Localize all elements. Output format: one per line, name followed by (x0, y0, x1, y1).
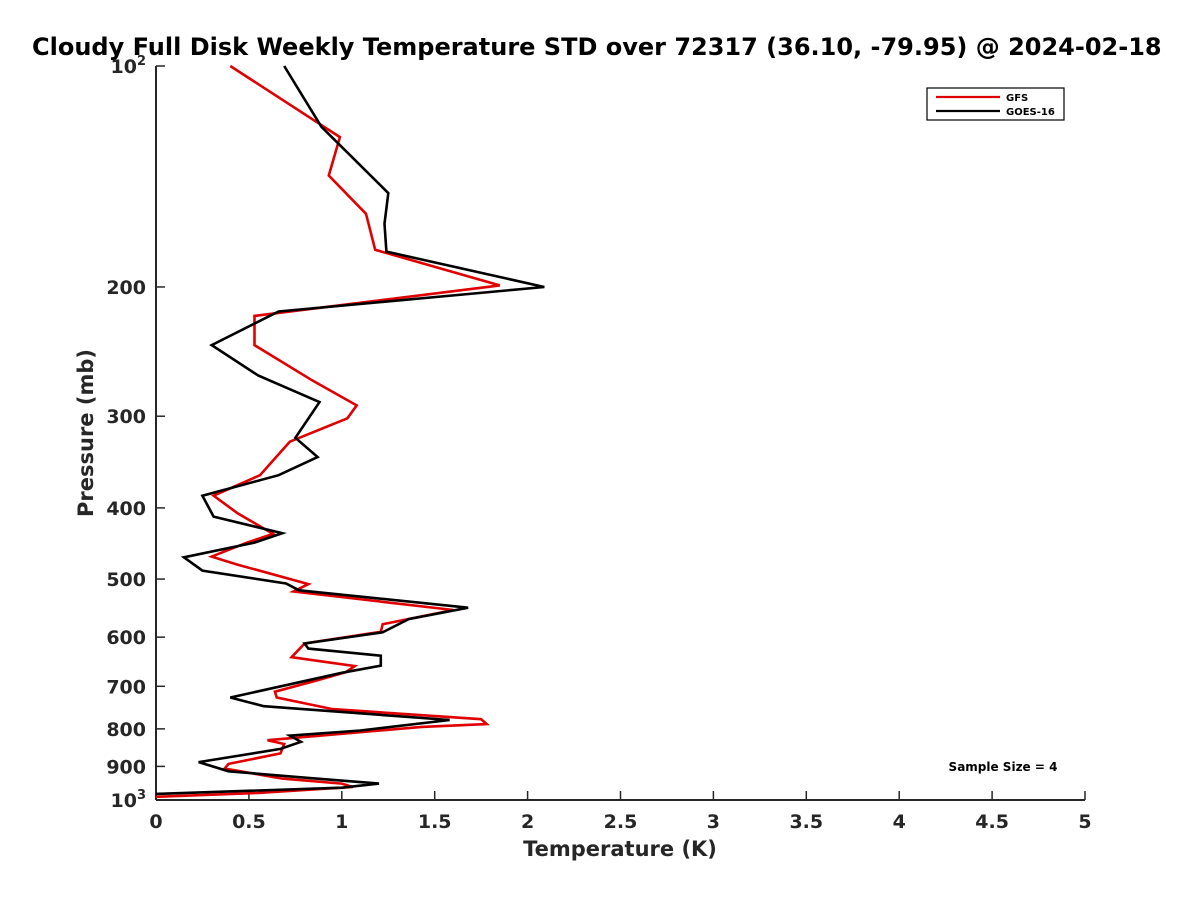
x-tick-label: 1 (335, 811, 348, 833)
legend-label-goes16: GOES-16 (1006, 107, 1055, 118)
y-tick-label: 900 (106, 756, 146, 778)
y-tick-label: 102 (111, 54, 147, 78)
y-tick-label: 500 (106, 569, 146, 591)
x-tick-label: 4.5 (975, 811, 1009, 833)
y-ticks: 102 200 300 400 500 600 700 800 900 103 (106, 54, 165, 812)
y-tick-label: 103 (111, 788, 147, 812)
y-tick-label: 700 (106, 676, 146, 698)
y-tick-label: 300 (106, 406, 146, 428)
x-tick-label: 1.5 (418, 811, 452, 833)
x-axis-label: Temperature (K) (523, 837, 717, 861)
y-tick-label: 400 (106, 498, 146, 520)
y-axis-label: Pressure (mb) (74, 349, 98, 517)
chart-title: Cloudy Full Disk Weekly Temperature STD … (32, 33, 1162, 61)
x-tick-label: 0.5 (232, 811, 266, 833)
axes (155, 66, 1085, 801)
y-tick-label: 800 (106, 719, 146, 741)
series-group (155, 64, 545, 799)
x-tick-label: 0 (149, 811, 162, 833)
x-ticks: 0 0.5 1 1.5 2 2.5 3 3.5 4 4.5 5 (149, 791, 1092, 833)
series-line-goes16 (155, 65, 545, 796)
legend-box (926, 87, 1065, 121)
x-tick-label: 5 (1078, 811, 1091, 833)
x-tick-label: 2.5 (604, 811, 638, 833)
legend-label-gfs: GFS (1006, 93, 1028, 104)
legend: GFS GOES-16 (926, 87, 1065, 121)
x-tick-label: 4 (893, 811, 906, 833)
series-line-gfs (155, 64, 501, 799)
y-tick-label: 600 (106, 627, 146, 649)
x-tick-label: 3.5 (789, 811, 823, 833)
x-tick-label: 2 (521, 811, 534, 833)
x-tick-label: 3 (707, 811, 720, 833)
sample-size-annotation: Sample Size = 4 (949, 760, 1058, 774)
y-tick-label: 200 (106, 277, 146, 299)
